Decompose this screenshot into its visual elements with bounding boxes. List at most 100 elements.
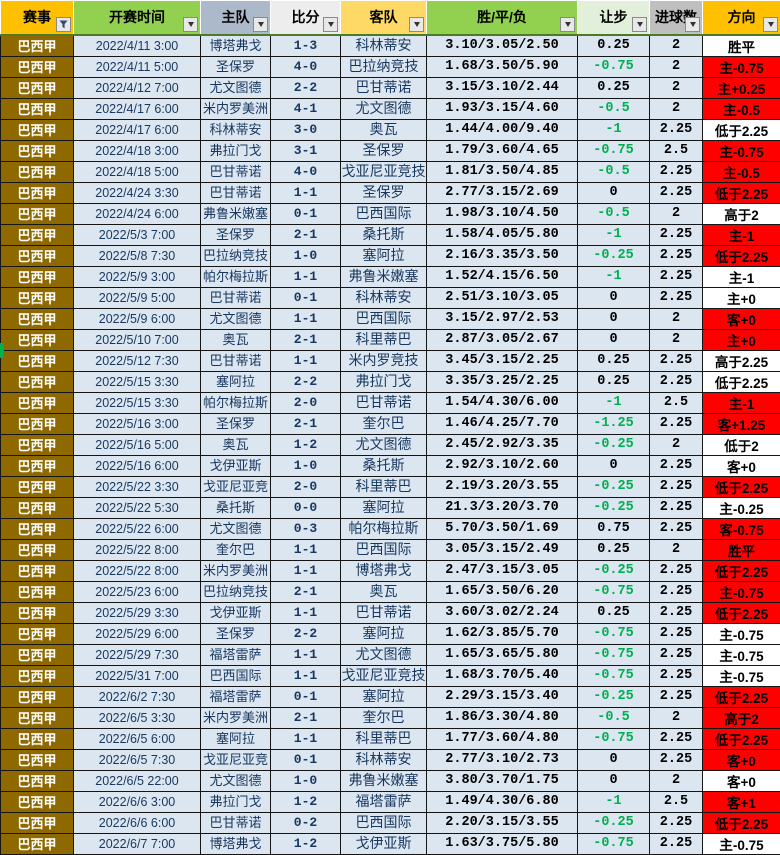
goals-cell[interactable]: 2 [650,539,703,560]
league-cell[interactable]: 巴西甲 [1,791,74,812]
score-cell[interactable]: 1-1 [271,350,341,371]
away-team-cell[interactable]: 戈亚尼亚竞技 [341,161,427,182]
handicap-cell[interactable]: 0 [578,455,650,476]
home-team-cell[interactable]: 科林蒂安 [201,119,271,140]
direction-cell[interactable]: 高于2 [703,203,780,224]
league-cell[interactable]: 巴西甲 [1,161,74,182]
odds-cell[interactable]: 3.35/3.25/2.25 [427,371,578,392]
score-cell[interactable]: 1-1 [271,560,341,581]
time-cell[interactable]: 2022/6/7 7:00 [74,833,201,854]
time-cell[interactable]: 2022/5/9 5:00 [74,287,201,308]
home-team-cell[interactable]: 巴西国际 [201,665,271,686]
league-cell[interactable]: 巴西甲 [1,182,74,203]
goals-cell[interactable]: 2.25 [650,497,703,518]
goals-cell[interactable]: 2.25 [650,749,703,770]
league-cell[interactable]: 巴西甲 [1,623,74,644]
handicap-cell[interactable]: -0.5 [578,161,650,182]
score-cell[interactable]: 4-1 [271,98,341,119]
home-team-cell[interactable]: 戈亚尼亚竞技 [201,476,271,497]
league-cell[interactable]: 巴西甲 [1,350,74,371]
score-cell[interactable]: 4-0 [271,56,341,77]
header-home[interactable]: 主队 [201,1,271,35]
league-cell[interactable]: 巴西甲 [1,497,74,518]
time-cell[interactable]: 2022/5/12 7:30 [74,350,201,371]
direction-cell[interactable]: 主-1 [703,392,780,413]
goals-cell[interactable]: 2.25 [650,161,703,182]
handicap-cell[interactable]: 0 [578,329,650,350]
odds-cell[interactable]: 2.47/3.15/3.05 [427,560,578,581]
score-cell[interactable]: 3-0 [271,119,341,140]
goals-cell[interactable]: 2.25 [650,350,703,371]
time-cell[interactable]: 2022/4/17 6:00 [74,98,201,119]
score-cell[interactable]: 1-2 [271,434,341,455]
direction-cell[interactable]: 主-1 [703,266,780,287]
league-cell[interactable]: 巴西甲 [1,392,74,413]
league-cell[interactable]: 巴西甲 [1,518,74,539]
direction-cell[interactable]: 高于2.25 [703,350,780,371]
away-team-cell[interactable]: 桑托斯 [341,224,427,245]
home-team-cell[interactable]: 米内罗美洲 [201,98,271,119]
home-team-cell[interactable]: 圣保罗 [201,56,271,77]
handicap-cell[interactable]: 0 [578,770,650,791]
odds-cell[interactable]: 1.65/3.65/5.80 [427,644,578,665]
handicap-cell[interactable]: -0.25 [578,476,650,497]
league-cell[interactable]: 巴西甲 [1,686,74,707]
direction-cell[interactable]: 低于2.25 [703,728,780,749]
odds-cell[interactable]: 3.15/2.97/2.53 [427,308,578,329]
time-cell[interactable]: 2022/4/18 5:00 [74,161,201,182]
direction-cell[interactable]: 低于2.25 [703,182,780,203]
home-team-cell[interactable]: 博塔弗戈 [201,35,271,57]
away-team-cell[interactable]: 米内罗竞技 [341,350,427,371]
time-cell[interactable]: 2022/4/11 5:00 [74,56,201,77]
score-cell[interactable]: 0-0 [271,497,341,518]
goals-cell[interactable]: 2.25 [650,224,703,245]
odds-cell[interactable]: 3.45/3.15/2.25 [427,350,578,371]
odds-cell[interactable]: 1.49/4.30/6.80 [427,791,578,812]
direction-cell[interactable]: 主+0.25 [703,77,780,98]
goals-cell[interactable]: 2.5 [650,392,703,413]
away-team-cell[interactable]: 尤文图德 [341,98,427,119]
goals-cell[interactable]: 2.25 [650,686,703,707]
score-cell[interactable]: 1-1 [271,182,341,203]
direction-cell[interactable]: 客+1 [703,791,780,812]
goals-cell[interactable]: 2 [650,770,703,791]
time-cell[interactable]: 2022/4/11 3:00 [74,35,201,57]
home-team-cell[interactable]: 帕尔梅拉斯 [201,266,271,287]
goals-cell[interactable]: 2.25 [650,182,703,203]
goals-cell[interactable]: 2.25 [650,623,703,644]
home-team-cell[interactable]: 塞阿拉 [201,371,271,392]
league-cell[interactable]: 巴西甲 [1,119,74,140]
odds-cell[interactable]: 2.29/3.15/3.40 [427,686,578,707]
time-cell[interactable]: 2022/5/22 5:30 [74,497,201,518]
time-cell[interactable]: 2022/5/9 3:00 [74,266,201,287]
odds-cell[interactable]: 1.79/3.60/4.65 [427,140,578,161]
home-team-cell[interactable]: 弗拉门戈 [201,140,271,161]
handicap-cell[interactable]: -0.75 [578,140,650,161]
league-cell[interactable]: 巴西甲 [1,644,74,665]
home-team-cell[interactable]: 圣保罗 [201,623,271,644]
handicap-cell[interactable]: 0.25 [578,602,650,623]
direction-cell[interactable]: 高于2 [703,707,780,728]
home-team-cell[interactable]: 奥瓦 [201,434,271,455]
score-cell[interactable]: 1-2 [271,791,341,812]
time-cell[interactable]: 2022/5/23 6:00 [74,581,201,602]
odds-cell[interactable]: 1.98/3.10/4.50 [427,203,578,224]
league-cell[interactable]: 巴西甲 [1,266,74,287]
home-team-cell[interactable]: 圣保罗 [201,224,271,245]
direction-cell[interactable]: 主-0.25 [703,497,780,518]
odds-cell[interactable]: 1.44/4.00/9.40 [427,119,578,140]
league-cell[interactable]: 巴西甲 [1,455,74,476]
time-cell[interactable]: 2022/5/22 3:30 [74,476,201,497]
score-cell[interactable]: 2-2 [271,77,341,98]
time-cell[interactable]: 2022/4/18 3:00 [74,140,201,161]
away-team-cell[interactable]: 科里蒂巴 [341,728,427,749]
odds-cell[interactable]: 2.87/3.05/2.67 [427,329,578,350]
direction-cell[interactable]: 主+0 [703,329,780,350]
handicap-cell[interactable]: 0 [578,308,650,329]
score-cell[interactable]: 0-1 [271,203,341,224]
time-cell[interactable]: 2022/5/29 3:30 [74,602,201,623]
time-cell[interactable]: 2022/5/16 6:00 [74,455,201,476]
filter-dropdown-button[interactable] [183,17,198,32]
score-cell[interactable]: 1-0 [271,245,341,266]
direction-cell[interactable]: 主-0.75 [703,644,780,665]
